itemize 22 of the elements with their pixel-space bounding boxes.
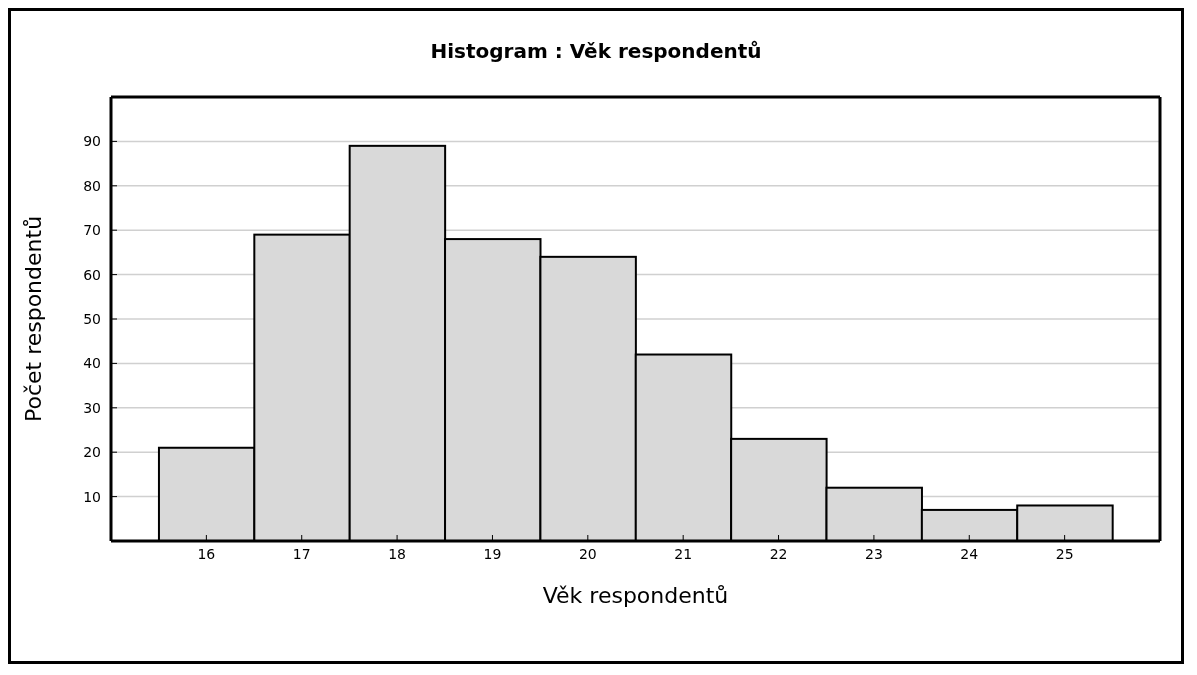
- x-tick-label: 22: [769, 545, 788, 562]
- y-tick-label: 40: [83, 355, 101, 372]
- y-tick-label: 90: [83, 133, 101, 150]
- y-tick-label: 80: [83, 177, 101, 194]
- x-tick-label: 19: [483, 545, 502, 562]
- y-axis-title: Počet respondentů: [20, 215, 46, 423]
- x-tick-label: 16: [197, 545, 216, 562]
- x-tick-label: 25: [1055, 545, 1074, 562]
- x-tick-label: 20: [578, 545, 597, 562]
- x-tick-label: 21: [674, 545, 693, 562]
- y-tick-label: 70: [83, 222, 101, 239]
- x-tick-label: 17: [292, 545, 311, 562]
- x-tick-label: 24: [960, 545, 979, 562]
- y-tick-label: 30: [83, 399, 101, 416]
- y-tick-label: 20: [83, 444, 101, 461]
- chart-title: Histogram : Věk respondentů: [429, 39, 763, 63]
- y-tick-label: 50: [83, 310, 101, 327]
- x-tick-label: 23: [865, 545, 883, 562]
- y-tick-label: 60: [83, 266, 101, 283]
- x-tick-label: 18: [388, 545, 406, 562]
- y-tick-label: 10: [83, 488, 101, 505]
- x-axis-title: Věk respondentů: [542, 583, 729, 608]
